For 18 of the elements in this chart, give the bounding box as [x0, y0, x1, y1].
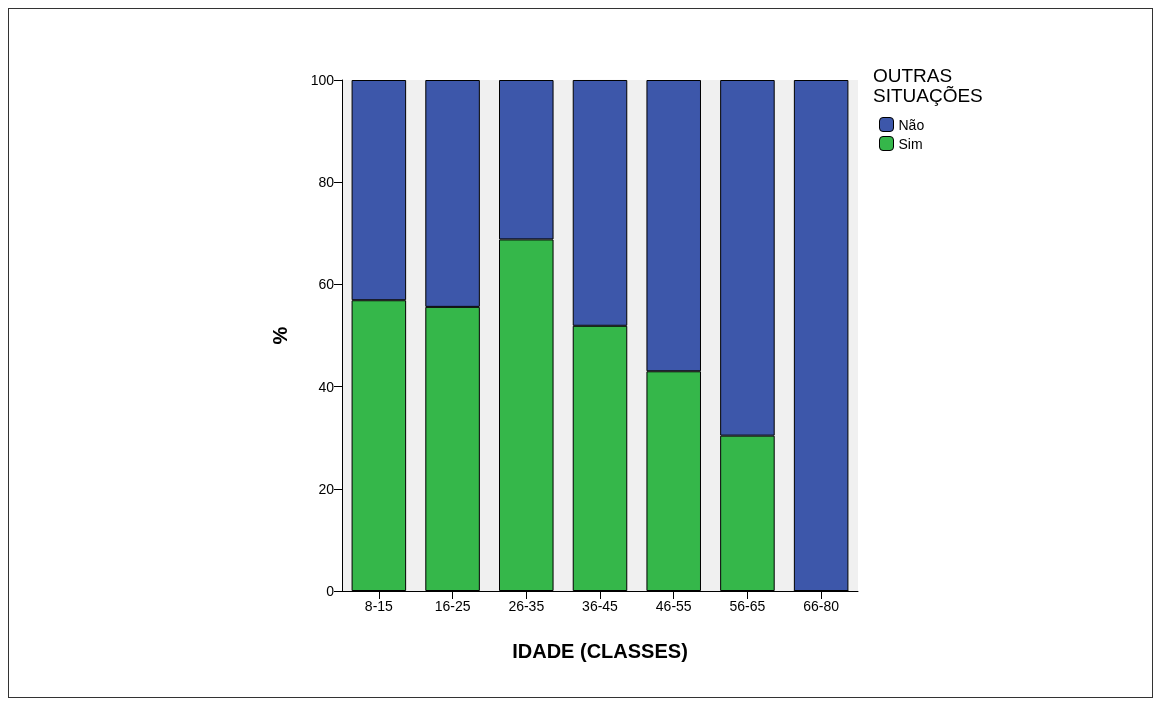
- x-tick-label: 36-45: [582, 598, 619, 614]
- y-axis-title: %: [269, 326, 291, 345]
- legend-title: OUTRAS SITUAÇÕES: [873, 64, 983, 106]
- x-axis-title: IDADE (CLASSES): [512, 640, 688, 662]
- y-tick-label: 60: [318, 276, 335, 293]
- x-tick-label: 8-15: [364, 598, 394, 614]
- x-tick-label: 56-65: [729, 598, 766, 614]
- x-tick-label: 16-25: [434, 598, 471, 614]
- x-tick-label: 66-80: [803, 598, 840, 614]
- y-tick-label: 100: [310, 72, 335, 88]
- x-tick-label: 46-55: [655, 598, 692, 614]
- legend-label: Não: [898, 116, 925, 133]
- y-tick-label: 40: [318, 378, 335, 395]
- y-tick-label: 20: [318, 480, 335, 497]
- y-tick-label: 0: [326, 583, 335, 599]
- legend-label: Sim: [898, 135, 923, 152]
- x-tick-label: 26-35: [508, 598, 545, 614]
- y-tick-label: 80: [318, 174, 335, 191]
